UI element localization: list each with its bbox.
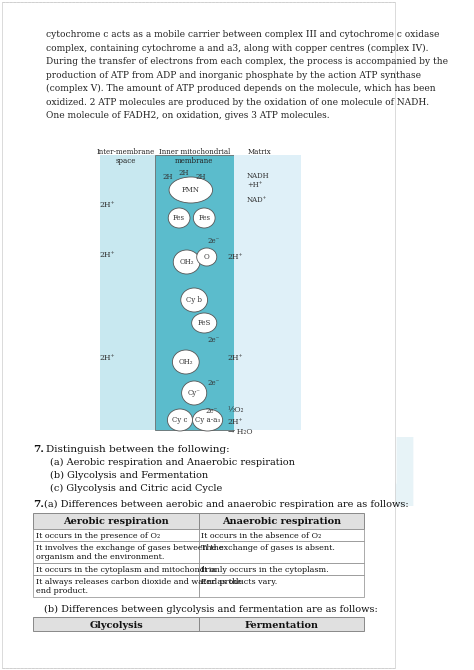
Text: ½O₂: ½O₂	[228, 406, 244, 414]
Ellipse shape	[181, 288, 208, 312]
Text: 2H⁺: 2H⁺	[100, 201, 116, 209]
FancyBboxPatch shape	[199, 575, 364, 597]
FancyBboxPatch shape	[34, 563, 199, 575]
Text: 2H⁺: 2H⁺	[228, 354, 243, 362]
Text: 2e⁻: 2e⁻	[208, 336, 220, 344]
Ellipse shape	[169, 177, 213, 203]
Text: NAD⁺: NAD⁺	[247, 196, 267, 204]
Text: complex, containing cytochrome a and a3, along with copper centres (complex IV).: complex, containing cytochrome a and a3,…	[46, 44, 428, 53]
Text: OH₂: OH₂	[179, 358, 193, 366]
Text: NADH
+H⁺: NADH +H⁺	[247, 172, 270, 189]
FancyBboxPatch shape	[155, 155, 234, 430]
Text: Fes: Fes	[173, 214, 185, 222]
Text: One molecule of FADH2, on oxidation, gives 3 ATP molecules.: One molecule of FADH2, on oxidation, giv…	[46, 111, 329, 120]
Text: (a) Aerobic respiration and Anaerobic respiration: (a) Aerobic respiration and Anaerobic re…	[50, 458, 295, 467]
Text: (c) Glycolysis and Citric acid Cycle: (c) Glycolysis and Citric acid Cycle	[50, 484, 222, 493]
Text: Aerobic respiration: Aerobic respiration	[63, 517, 169, 527]
FancyBboxPatch shape	[199, 529, 364, 541]
Text: 2H: 2H	[162, 173, 173, 181]
Text: It only occurs in the cytoplasm.: It only occurs in the cytoplasm.	[201, 566, 329, 574]
Text: 7.: 7.	[34, 500, 45, 509]
Text: During the transfer of electrons from each complex, the process is accompanied b: During the transfer of electrons from ea…	[46, 57, 448, 66]
Ellipse shape	[173, 250, 200, 274]
Text: oxidized. 2 ATP molecules are produced by the oxidation of one molecule of NADH.: oxidized. 2 ATP molecules are produced b…	[46, 98, 429, 107]
Text: Matrix: Matrix	[247, 148, 271, 156]
Text: 2e⁻: 2e⁻	[208, 237, 220, 245]
Text: Cy b: Cy b	[186, 296, 202, 304]
Text: The exchange of gases is absent.: The exchange of gases is absent.	[201, 544, 335, 552]
Text: (complex V). The amount of ATP produced depends on the molecule, which has been: (complex V). The amount of ATP produced …	[46, 84, 436, 93]
Ellipse shape	[173, 350, 199, 374]
Ellipse shape	[192, 409, 223, 431]
FancyBboxPatch shape	[34, 529, 199, 541]
Text: Inter-membrane
space: Inter-membrane space	[96, 148, 155, 165]
Ellipse shape	[167, 409, 192, 431]
Text: Anaerobic respiration: Anaerobic respiration	[222, 517, 341, 527]
FancyBboxPatch shape	[2, 2, 395, 668]
FancyBboxPatch shape	[234, 155, 301, 430]
Text: It occurs in the absence of O₂: It occurs in the absence of O₂	[201, 532, 322, 540]
FancyBboxPatch shape	[34, 575, 199, 597]
FancyBboxPatch shape	[199, 563, 364, 575]
Text: 2H⁺: 2H⁺	[100, 251, 116, 259]
Text: 2H⁺: 2H⁺	[228, 253, 243, 261]
Text: (b) Differences between glycolysis and fermentation are as follows:: (b) Differences between glycolysis and f…	[45, 605, 378, 614]
Text: Cy a-a₃: Cy a-a₃	[195, 416, 220, 424]
Text: FMN: FMN	[182, 186, 200, 194]
Text: cytochrome c acts as a mobile carrier between complex III and cytochrome c oxida: cytochrome c acts as a mobile carrier be…	[46, 30, 439, 39]
Ellipse shape	[197, 248, 217, 266]
Ellipse shape	[182, 381, 207, 405]
Text: OH₂: OH₂	[179, 258, 194, 266]
Ellipse shape	[168, 208, 190, 228]
FancyBboxPatch shape	[34, 513, 199, 529]
Text: 2e⁻: 2e⁻	[206, 407, 218, 415]
FancyBboxPatch shape	[199, 541, 364, 563]
Text: (b) Glycolysis and Fermentation: (b) Glycolysis and Fermentation	[50, 471, 209, 480]
Text: 2H⁺: 2H⁺	[100, 354, 116, 362]
Text: 2H: 2H	[196, 173, 206, 181]
Text: FeS: FeS	[198, 319, 211, 327]
Text: Cy⁻: Cy⁻	[188, 389, 201, 397]
Text: (a) Differences between aerobic and anaerobic respiration are as follows:: (a) Differences between aerobic and anae…	[45, 500, 409, 509]
Text: It occurs in the cytoplasm and mitochondria: It occurs in the cytoplasm and mitochond…	[36, 566, 216, 574]
Text: It always releases carbon dioxide and water as the
end product.: It always releases carbon dioxide and wa…	[36, 578, 242, 595]
FancyBboxPatch shape	[34, 617, 199, 631]
FancyBboxPatch shape	[199, 513, 364, 529]
Text: 7.: 7.	[34, 445, 45, 454]
Text: production of ATP from ADP and inorganic phosphate by the action ATP synthase: production of ATP from ADP and inorganic…	[46, 70, 421, 80]
Ellipse shape	[191, 313, 217, 333]
Text: End products vary.: End products vary.	[201, 578, 278, 586]
FancyBboxPatch shape	[34, 541, 199, 563]
Text: Inner mitochondrial
membrane: Inner mitochondrial membrane	[158, 148, 230, 165]
FancyBboxPatch shape	[199, 617, 364, 631]
Text: Distinguish between the following:: Distinguish between the following:	[46, 445, 230, 454]
Text: It occurs in the presence of O₂: It occurs in the presence of O₂	[36, 532, 160, 540]
Text: Fermentation: Fermentation	[245, 620, 319, 630]
Text: Glycolysis: Glycolysis	[89, 620, 143, 630]
Ellipse shape	[193, 208, 215, 228]
Text: TION: TION	[164, 434, 422, 526]
Text: 2e⁻: 2e⁻	[208, 379, 220, 387]
Text: Fes: Fes	[198, 214, 210, 222]
Text: O: O	[204, 253, 210, 261]
FancyBboxPatch shape	[100, 155, 155, 430]
Text: It involves the exchange of gases between the
organism and the environment.: It involves the exchange of gases betwee…	[36, 544, 224, 561]
Text: 2H: 2H	[179, 169, 190, 177]
Text: 2H⁺: 2H⁺	[228, 418, 243, 426]
Text: Cy c: Cy c	[172, 416, 188, 424]
Text: → H₂O: → H₂O	[228, 428, 252, 436]
